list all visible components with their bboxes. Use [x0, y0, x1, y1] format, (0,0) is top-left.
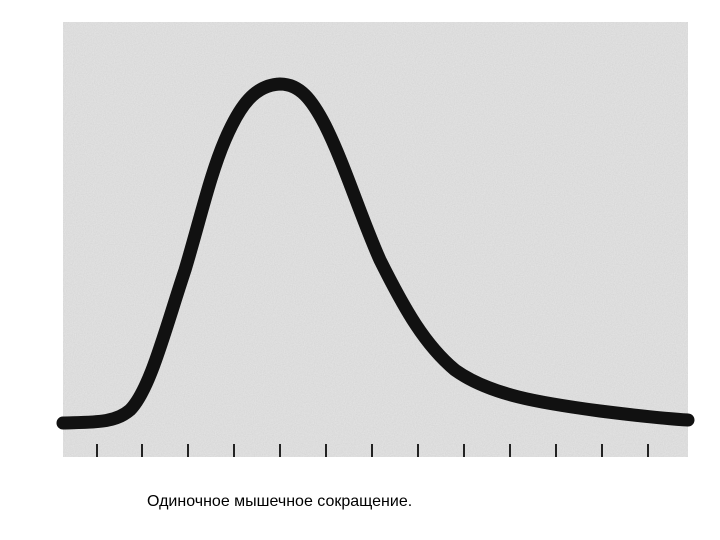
caption: Одиночное мышечное сокращение.	[147, 493, 413, 510]
time-marks	[96, 444, 649, 457]
kymograph-photo	[56, 22, 695, 457]
contraction-curve	[56, 77, 695, 430]
